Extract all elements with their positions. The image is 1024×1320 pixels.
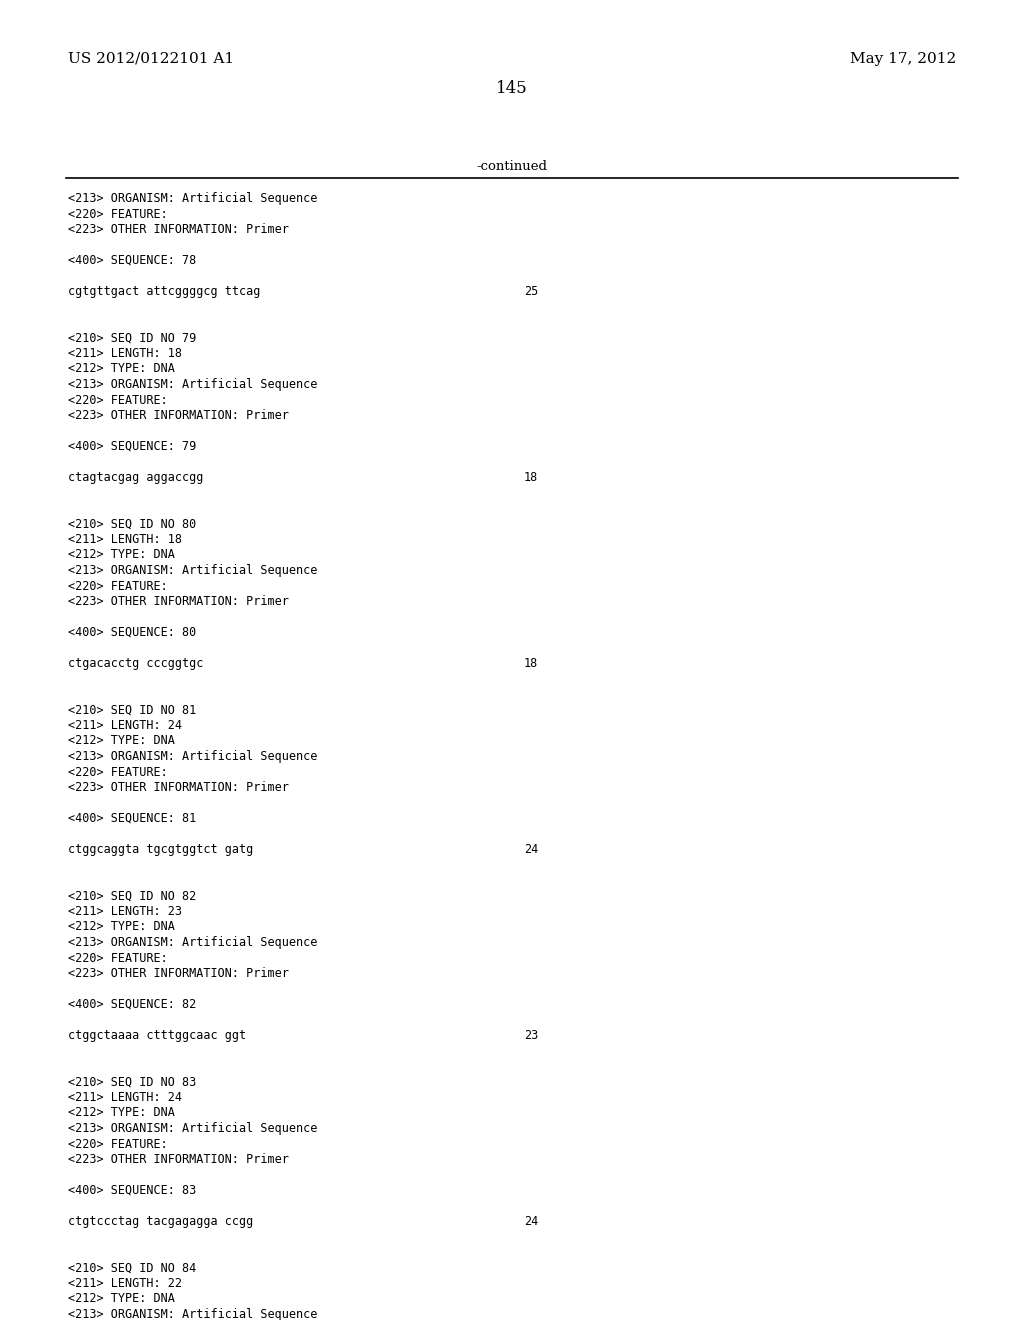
Text: <210> SEQ ID NO 79: <210> SEQ ID NO 79	[68, 331, 197, 345]
Text: US 2012/0122101 A1: US 2012/0122101 A1	[68, 51, 234, 66]
Text: 18: 18	[524, 471, 539, 484]
Text: <213> ORGANISM: Artificial Sequence: <213> ORGANISM: Artificial Sequence	[68, 750, 317, 763]
Text: <210> SEQ ID NO 84: <210> SEQ ID NO 84	[68, 1262, 197, 1275]
Text: <213> ORGANISM: Artificial Sequence: <213> ORGANISM: Artificial Sequence	[68, 378, 317, 391]
Text: 24: 24	[524, 1214, 539, 1228]
Text: <223> OTHER INFORMATION: Primer: <223> OTHER INFORMATION: Primer	[68, 223, 289, 236]
Text: <211> LENGTH: 24: <211> LENGTH: 24	[68, 1092, 182, 1104]
Text: <220> FEATURE:: <220> FEATURE:	[68, 1138, 168, 1151]
Text: <211> LENGTH: 23: <211> LENGTH: 23	[68, 906, 182, 917]
Text: <223> OTHER INFORMATION: Primer: <223> OTHER INFORMATION: Primer	[68, 781, 289, 795]
Text: 145: 145	[496, 81, 528, 96]
Text: 24: 24	[524, 843, 539, 855]
Text: <220> FEATURE:: <220> FEATURE:	[68, 952, 168, 965]
Text: <212> TYPE: DNA: <212> TYPE: DNA	[68, 363, 175, 375]
Text: ctggcaggta tgcgtggtct gatg: ctggcaggta tgcgtggtct gatg	[68, 843, 253, 855]
Text: <400> SEQUENCE: 82: <400> SEQUENCE: 82	[68, 998, 197, 1011]
Text: <400> SEQUENCE: 80: <400> SEQUENCE: 80	[68, 626, 197, 639]
Text: <213> ORGANISM: Artificial Sequence: <213> ORGANISM: Artificial Sequence	[68, 1308, 317, 1320]
Text: <400> SEQUENCE: 83: <400> SEQUENCE: 83	[68, 1184, 197, 1197]
Text: <400> SEQUENCE: 81: <400> SEQUENCE: 81	[68, 812, 197, 825]
Text: <220> FEATURE:: <220> FEATURE:	[68, 579, 168, 593]
Text: <211> LENGTH: 18: <211> LENGTH: 18	[68, 347, 182, 360]
Text: 18: 18	[524, 657, 539, 671]
Text: <223> OTHER INFORMATION: Primer: <223> OTHER INFORMATION: Primer	[68, 1152, 289, 1166]
Text: cgtgttgact attcggggcg ttcag: cgtgttgact attcggggcg ttcag	[68, 285, 260, 298]
Text: 23: 23	[524, 1030, 539, 1041]
Text: May 17, 2012: May 17, 2012	[850, 51, 956, 66]
Text: <223> OTHER INFORMATION: Primer: <223> OTHER INFORMATION: Primer	[68, 409, 289, 422]
Text: <210> SEQ ID NO 80: <210> SEQ ID NO 80	[68, 517, 197, 531]
Text: <213> ORGANISM: Artificial Sequence: <213> ORGANISM: Artificial Sequence	[68, 191, 317, 205]
Text: <223> OTHER INFORMATION: Primer: <223> OTHER INFORMATION: Primer	[68, 595, 289, 609]
Text: <400> SEQUENCE: 78: <400> SEQUENCE: 78	[68, 253, 197, 267]
Text: ctgacacctg cccggtgc: ctgacacctg cccggtgc	[68, 657, 204, 671]
Text: ctgtccctag tacgagagga ccgg: ctgtccctag tacgagagga ccgg	[68, 1214, 253, 1228]
Text: ctagtacgag aggaccgg: ctagtacgag aggaccgg	[68, 471, 204, 484]
Text: <400> SEQUENCE: 79: <400> SEQUENCE: 79	[68, 440, 197, 453]
Text: <223> OTHER INFORMATION: Primer: <223> OTHER INFORMATION: Primer	[68, 968, 289, 979]
Text: <213> ORGANISM: Artificial Sequence: <213> ORGANISM: Artificial Sequence	[68, 936, 317, 949]
Text: <210> SEQ ID NO 82: <210> SEQ ID NO 82	[68, 890, 197, 903]
Text: <220> FEATURE:: <220> FEATURE:	[68, 207, 168, 220]
Text: <211> LENGTH: 24: <211> LENGTH: 24	[68, 719, 182, 733]
Text: <210> SEQ ID NO 81: <210> SEQ ID NO 81	[68, 704, 197, 717]
Text: ctggctaaaa ctttggcaac ggt: ctggctaaaa ctttggcaac ggt	[68, 1030, 246, 1041]
Text: <211> LENGTH: 18: <211> LENGTH: 18	[68, 533, 182, 546]
Text: <213> ORGANISM: Artificial Sequence: <213> ORGANISM: Artificial Sequence	[68, 564, 317, 577]
Text: <220> FEATURE:: <220> FEATURE:	[68, 393, 168, 407]
Text: <212> TYPE: DNA: <212> TYPE: DNA	[68, 920, 175, 933]
Text: -continued: -continued	[476, 160, 548, 173]
Text: <210> SEQ ID NO 83: <210> SEQ ID NO 83	[68, 1076, 197, 1089]
Text: <212> TYPE: DNA: <212> TYPE: DNA	[68, 1292, 175, 1305]
Text: <220> FEATURE:: <220> FEATURE:	[68, 766, 168, 779]
Text: <213> ORGANISM: Artificial Sequence: <213> ORGANISM: Artificial Sequence	[68, 1122, 317, 1135]
Text: <212> TYPE: DNA: <212> TYPE: DNA	[68, 734, 175, 747]
Text: <212> TYPE: DNA: <212> TYPE: DNA	[68, 549, 175, 561]
Text: 25: 25	[524, 285, 539, 298]
Text: <212> TYPE: DNA: <212> TYPE: DNA	[68, 1106, 175, 1119]
Text: <211> LENGTH: 22: <211> LENGTH: 22	[68, 1276, 182, 1290]
